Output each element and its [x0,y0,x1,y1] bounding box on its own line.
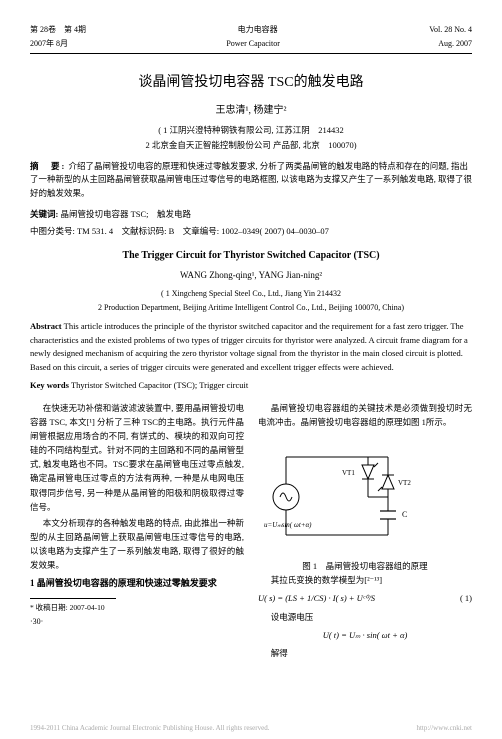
vt1-label: VT1 [342,469,355,477]
right-column: 晶闸管投切电容器组的关键技术是必须做到投切时无电流冲击。晶闸管投切电容器组的原理… [258,401,472,661]
para-intro-1: 在快速无功补偿和谐波滤波装置中, 要用晶闸管投切电容器 TSC, 本文[¹] 分… [30,401,244,513]
watermark-right: http://www.cnki.net [416,723,472,734]
footnote-rule [30,598,116,599]
abstract-en-label: Abstract [30,321,62,331]
header-date-left: 2007年 8月 [30,38,68,50]
affiliation-1: ( 1 江阴兴澄特种钢铁有限公司, 江苏江阴 214432 [30,124,472,137]
page-number: ·30· [30,615,244,628]
equation-1-body: U( s) = (LS + 1/CS) · I( s) + Uᶜ⁰/S [258,591,375,605]
footnote-label: * 收稿日期: [30,603,68,612]
header-center: 电力电容器 [238,24,278,36]
publisher-watermark: 1994-2011 China Academic Journal Electro… [30,723,472,734]
header-date-right: Aug. 2007 [438,38,472,50]
authors-en: WANG Zhong-qing¹, YANG Jian-ning² [30,269,472,283]
left-column: 在快速无功补偿和谐波滤波装置中, 要用晶闸管投切电容器 TSC, 本文[¹] 分… [30,401,244,661]
figure-1-caption: 图 1 晶闸管投切电容器组的原理 [258,559,472,573]
header-rule [30,53,472,54]
running-header: 第 28卷 第 4期 电力电容器 Vol. 28 No. 4 2007年 8月 … [30,24,472,54]
equation-1: U( s) = (LS + 1/CS) · I( s) + Uᶜ⁰/S ( 1) [258,591,472,605]
abstract-en-text: This article introduces the principle of… [30,321,468,372]
authors: 王忠清¹, 杨建宁² [30,103,472,118]
figure-1-circuit: C VT1 VT2 u=Uₘsin( ωt+α) [258,437,428,547]
keywords-label: 关键词: [30,209,58,219]
para-right-3: 设电源电压 [258,610,472,624]
affiliation-en-2: 2 Production Department, Beijing Aritime… [30,302,472,314]
abstract-en: Abstract This article introduces the pri… [30,320,472,374]
vt2-label: VT2 [398,479,411,487]
para-right-2: 其拉氏变换的数学模型为[²⁻¹³] [258,573,472,587]
section-1-heading: 1 晶闸管投切电容器的原理和快速过零触发要求 [30,576,244,591]
affiliation-en-1: ( 1 Xingcheng Special Steel Co., Ltd., J… [30,288,472,300]
keywords-text: 晶闸管投切电容器 TSC; 触发电路 [60,209,191,219]
watermark-left: 1994-2011 China Academic Journal Electro… [30,723,269,734]
keywords-en-text: Thyristor Switched Capacitor (TSC); Trig… [71,380,248,390]
equation-2-body: U( t) = Uₘ · sin( ωt + α) [323,628,408,642]
header-right: Vol. 28 No. 4 [429,24,472,36]
abstract-label: 摘 要: [30,161,66,171]
body-columns: 在快速无功补偿和谐波滤波装置中, 要用晶闸管投切电容器 TSC, 本文[¹] 分… [30,401,472,661]
equation-2: U( t) = Uₘ · sin( ωt + α) [258,628,472,642]
classification-line: 中图分类号: TM 531. 4 文献标识码: B 文章编号: 1002–034… [30,225,472,238]
capacitor-label: C [402,510,407,519]
para-right-1: 晶闸管投切电容器组的关键技术是必须做到投切时无电流冲击。晶闸管投切电容器组的原理… [258,401,472,429]
affiliation-2: 2 北京金自天正智能控制股份公司 产品部, 北京 100070) [30,139,472,152]
keywords-en: Key words Thyristor Switched Capacitor (… [30,379,472,392]
abstract-zh: 摘 要: 介绍了晶闸管投切电容的原理和快速过零触发要求, 分析了两类晶闸管的触发… [30,160,472,201]
footnote: * 收稿日期: 2007-04-10 [30,602,244,614]
header-center-en: Power Capacitor [226,38,280,50]
para-right-4: 解得 [258,646,472,660]
footnote-date: 2007-04-10 [70,603,105,612]
article-title: 谈晶闸管投切电容器 TSC的触发电路 [30,72,472,93]
header-vol-left: 第 28卷 第 4期 [30,24,86,36]
para-intro-2: 本文分析现存的各种触发电路的特点, 由此推出一种新型的从主回路晶闸管上获取晶闸管… [30,516,244,572]
source-label: u=Uₘsin( ωt+α) [264,521,312,529]
article-title-en: The Trigger Circuit for Thyristor Switch… [30,248,472,263]
keywords-zh: 关键词: 晶闸管投切电容器 TSC; 触发电路 [30,208,472,221]
keywords-en-label: Key words [30,380,69,390]
abstract-text: 介绍了晶闸管投切电容的原理和快速过零触发要求, 分析了两类晶闸管的触发电路的特点… [30,161,472,198]
equation-1-number: ( 1) [460,591,472,605]
